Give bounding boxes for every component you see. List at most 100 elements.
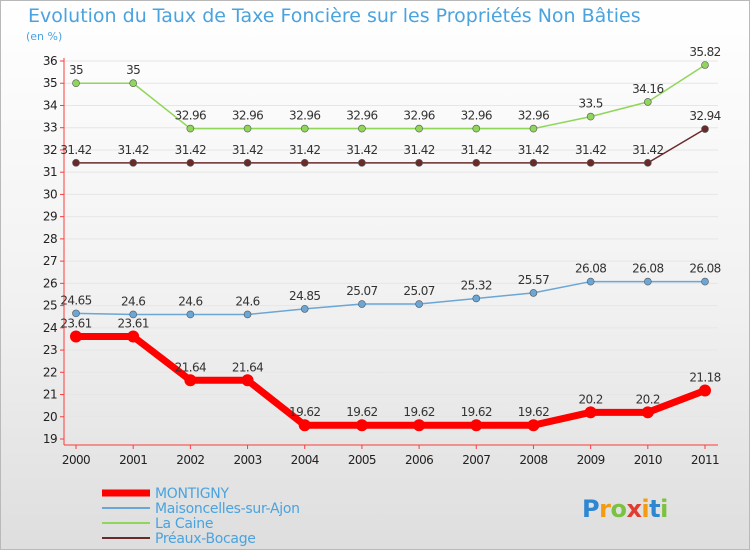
data-point xyxy=(355,419,368,432)
data-point xyxy=(415,124,423,133)
y-tick-label: 26 xyxy=(43,276,57,290)
data-point xyxy=(472,294,481,303)
data-point xyxy=(184,374,197,387)
y-tick-label: 23 xyxy=(43,343,57,357)
data-point xyxy=(72,159,80,167)
y-tick-label: 36 xyxy=(43,54,57,68)
data-point xyxy=(72,309,80,318)
data-label: 32.94 xyxy=(689,109,720,123)
data-label: 25.32 xyxy=(461,278,492,292)
y-tick-label: 21 xyxy=(43,388,57,402)
x-tick-label: 2001 xyxy=(119,453,147,467)
data-label: 31.42 xyxy=(632,143,663,157)
x-tick-label: 2006 xyxy=(405,453,433,467)
data-point xyxy=(586,277,595,286)
series-line xyxy=(75,280,706,316)
data-label: 31.42 xyxy=(289,143,320,157)
data-point xyxy=(586,159,595,167)
data-label: 31.42 xyxy=(518,143,549,157)
data-point xyxy=(358,124,366,133)
x-tick-label: 2003 xyxy=(233,453,261,467)
data-point xyxy=(644,159,652,167)
data-point xyxy=(186,310,195,319)
data-point xyxy=(529,159,538,167)
data-point xyxy=(300,305,309,313)
data-label: 24.6 xyxy=(235,294,259,308)
x-tick-label: 2007 xyxy=(462,453,490,467)
data-point xyxy=(472,159,481,167)
data-label: 19.62 xyxy=(518,405,549,419)
data-point xyxy=(529,124,538,133)
y-tick-label: 27 xyxy=(43,254,57,268)
data-point xyxy=(129,310,137,319)
logo-p: P xyxy=(582,495,599,523)
data-point xyxy=(243,124,252,133)
data-point xyxy=(129,159,137,167)
data-label: 32.96 xyxy=(289,109,320,123)
data-label: 35 xyxy=(69,63,83,77)
data-label: 35 xyxy=(126,63,140,77)
chart-subtitle: (en %) xyxy=(26,30,62,43)
data-label: 25.57 xyxy=(518,273,549,287)
data-point xyxy=(243,159,252,167)
x-tick-label: 2008 xyxy=(519,453,547,467)
data-point xyxy=(472,124,481,133)
x-tick-label: 2000 xyxy=(62,453,90,467)
data-label: 32.96 xyxy=(518,109,549,123)
y-tick-label: 31 xyxy=(43,165,57,179)
data-label: 31.42 xyxy=(403,143,434,157)
data-point xyxy=(127,330,140,343)
data-label: 24.65 xyxy=(60,293,91,307)
data-point xyxy=(527,419,540,432)
data-label: 31.42 xyxy=(461,143,492,157)
data-label: 25.07 xyxy=(403,284,434,298)
logo-text: Proxiti xyxy=(582,495,668,523)
data-label: 31.42 xyxy=(175,143,206,157)
data-label: 26.08 xyxy=(575,262,606,276)
data-point xyxy=(699,384,711,397)
logo-o: o xyxy=(610,495,626,523)
data-point xyxy=(584,406,597,419)
data-label: 20.2 xyxy=(636,392,660,406)
y-tick-label: 22 xyxy=(43,365,57,379)
y-tick-label: 20 xyxy=(43,410,57,424)
data-label: 31.42 xyxy=(118,143,149,157)
data-point xyxy=(415,300,423,308)
data-label: 21.18 xyxy=(689,371,720,385)
x-tick-label: 2011 xyxy=(691,453,719,467)
data-point xyxy=(358,300,366,308)
logo-i2: i xyxy=(660,495,668,523)
data-point xyxy=(72,79,80,88)
series-line xyxy=(75,64,706,130)
logo: Proxiti xyxy=(582,495,668,523)
data-point xyxy=(186,159,195,167)
x-tick-label: 2009 xyxy=(577,453,605,467)
data-point xyxy=(529,289,538,297)
y-tick-label: 30 xyxy=(43,187,57,201)
data-point xyxy=(701,125,709,133)
data-point xyxy=(300,124,309,133)
data-label: 20.2 xyxy=(578,392,602,406)
data-point xyxy=(298,419,311,432)
y-tick-label: 28 xyxy=(43,232,57,246)
data-label: 32.96 xyxy=(461,109,492,123)
x-tick-label: 2005 xyxy=(348,453,376,467)
legend-label: La Caine xyxy=(155,516,213,532)
data-label: 32.96 xyxy=(175,109,206,123)
data-label: 24.85 xyxy=(289,289,320,303)
data-point xyxy=(415,159,423,167)
data-label: 33.5 xyxy=(578,97,602,111)
data-label: 32.96 xyxy=(403,109,434,123)
chart-title: Evolution du Taux de Taxe Foncière sur l… xyxy=(28,5,641,27)
data-label: 32.96 xyxy=(232,109,263,123)
data-label: 25.07 xyxy=(346,284,377,298)
data-point xyxy=(470,419,483,432)
data-point xyxy=(586,112,595,121)
data-label: 19.62 xyxy=(461,405,492,419)
data-point xyxy=(300,159,309,167)
logo-i1: i xyxy=(641,495,649,523)
y-tick-label: 29 xyxy=(43,210,57,224)
